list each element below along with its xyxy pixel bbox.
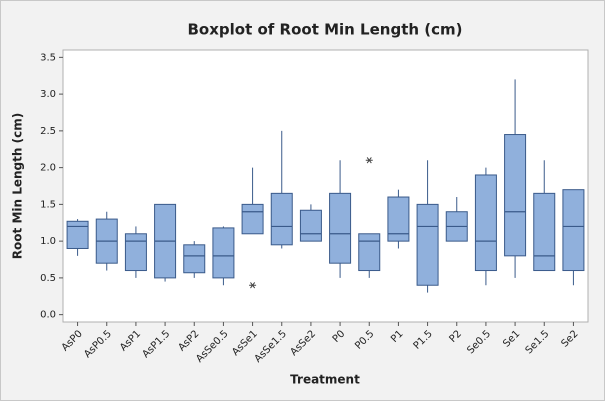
y-tick-label: 0.5	[40, 273, 56, 284]
box	[416, 203, 439, 286]
box	[183, 244, 206, 274]
outlier	[365, 157, 373, 164]
box	[358, 233, 381, 272]
plot-area	[62, 49, 589, 323]
box	[66, 220, 89, 249]
box	[270, 192, 293, 246]
box	[533, 192, 556, 272]
box	[562, 189, 585, 272]
outlier	[249, 282, 257, 289]
box	[329, 192, 352, 264]
box	[474, 174, 497, 272]
y-tick-label: 1.5	[40, 199, 56, 210]
y-tick-label: 0.0	[40, 310, 56, 321]
box	[299, 209, 322, 242]
box	[387, 196, 410, 242]
y-tick-label: 1.0	[40, 236, 56, 247]
y-tick-label: 3.0	[40, 89, 56, 100]
y-tick-label: 2.0	[40, 163, 56, 174]
box	[212, 227, 235, 279]
box	[124, 233, 147, 272]
y-axis-title: Root Min Length (cm)	[11, 113, 25, 259]
box	[241, 203, 264, 235]
y-tick-label: 3.5	[40, 52, 56, 63]
chart-title: Boxplot of Root Min Length (cm)	[187, 21, 462, 39]
box	[504, 134, 527, 257]
y-tick-label: 2.5	[40, 126, 56, 137]
x-axis-title: Treatment	[290, 373, 360, 387]
